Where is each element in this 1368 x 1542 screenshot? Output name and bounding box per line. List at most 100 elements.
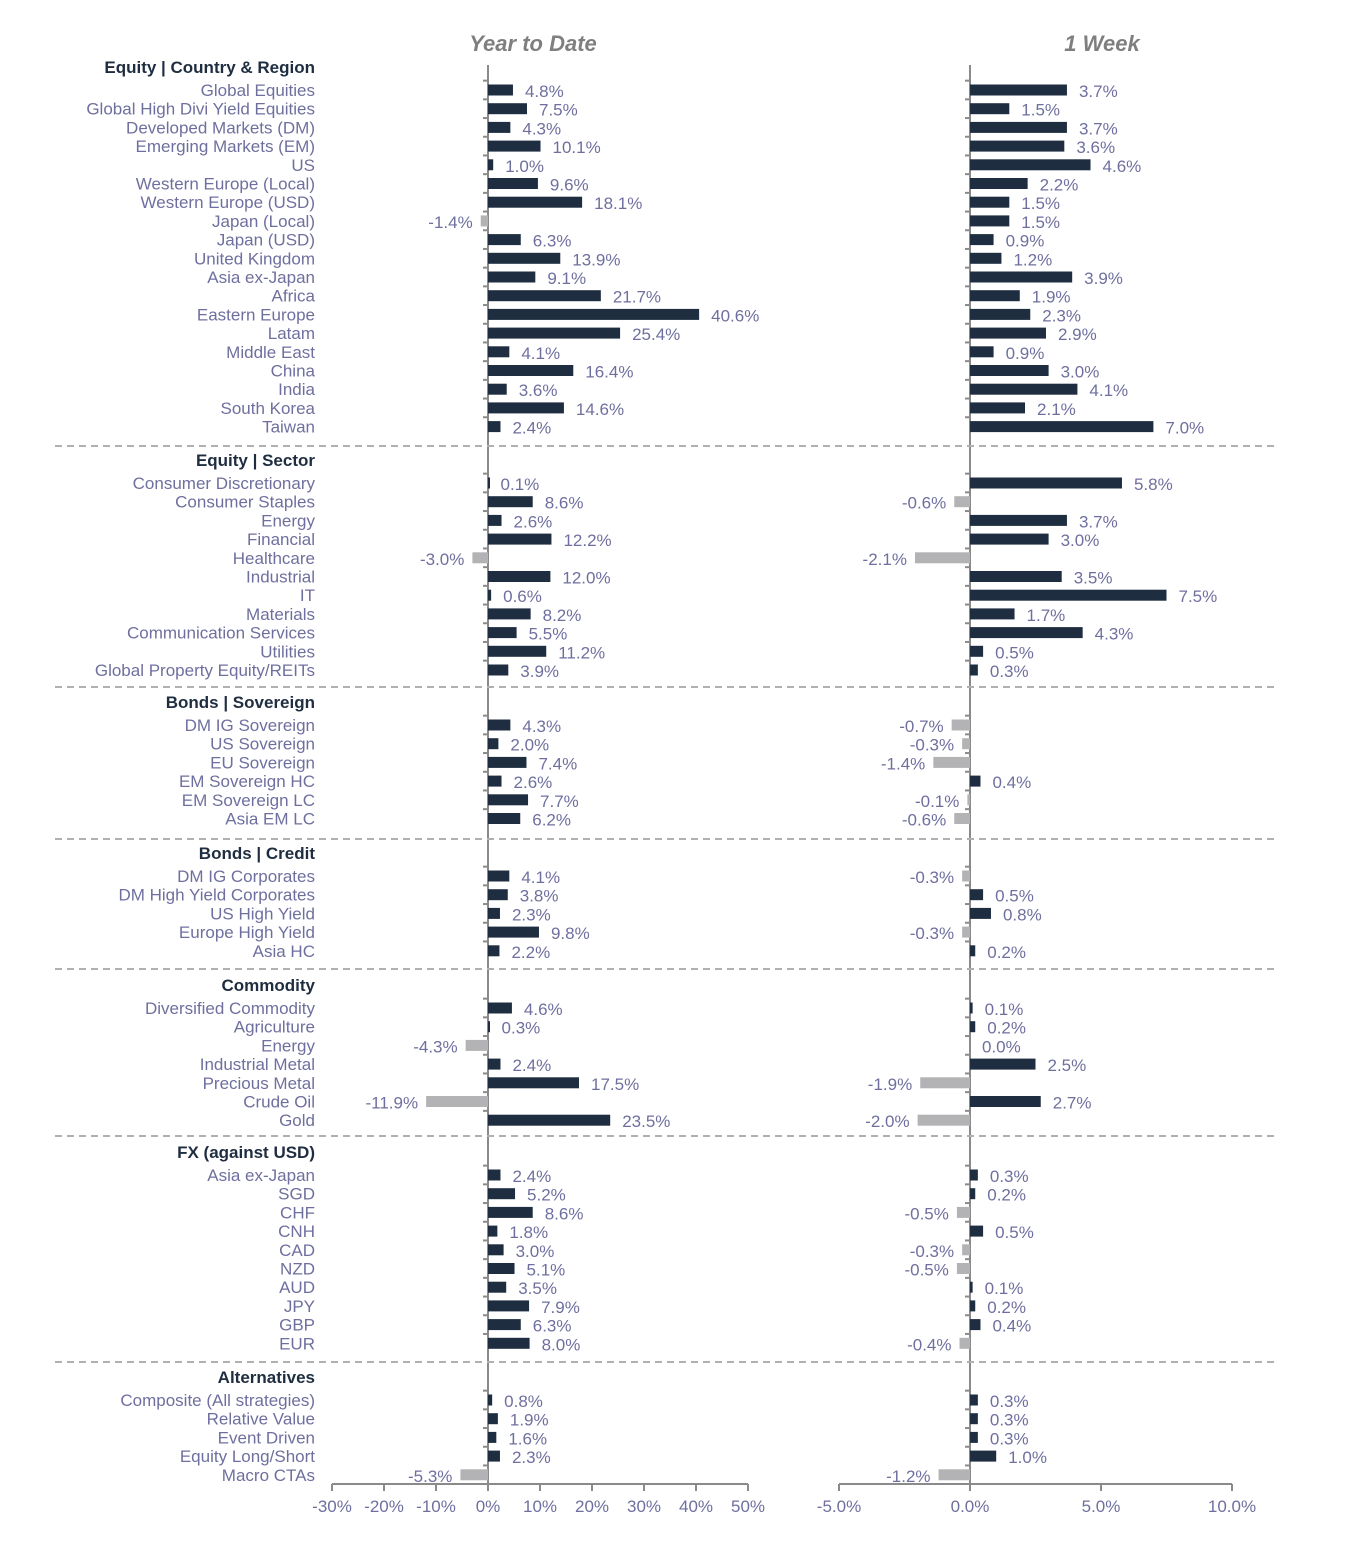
bar-w1 <box>970 327 1046 339</box>
data-label-w1: 1.9% <box>1032 288 1071 307</box>
category-label: CHF <box>280 1203 315 1222</box>
category-label: Global Equities <box>201 81 315 100</box>
bar-ytd <box>472 552 488 564</box>
data-label-w1: -0.6% <box>902 494 946 513</box>
bar-w1 <box>951 719 970 731</box>
section-header: Equity | Sector <box>196 451 315 470</box>
bar-ytd <box>488 608 531 620</box>
bar-ytd <box>488 1002 512 1014</box>
bar-w1 <box>970 1319 981 1331</box>
bar-w1 <box>933 756 970 768</box>
bar-w1 <box>970 645 984 657</box>
data-label-ytd: 2.2% <box>511 943 550 962</box>
data-label-ytd: 0.1% <box>501 475 540 494</box>
category-label: Relative Value <box>207 1410 315 1429</box>
bar-w1 <box>970 252 1002 264</box>
category-label: EM Sovereign LC <box>182 791 315 810</box>
bar-ytd <box>488 889 508 901</box>
section-header: Bonds | Credit <box>199 844 316 863</box>
category-label: GBP <box>279 1316 315 1335</box>
data-label-ytd: 7.9% <box>541 1298 580 1317</box>
data-label-ytd: -5.3% <box>408 1467 452 1486</box>
bar-ytd <box>488 719 511 731</box>
data-label-w1: 0.4% <box>992 1317 1031 1336</box>
data-label-ytd: 1.9% <box>510 1411 549 1430</box>
data-label-w1: -2.0% <box>865 1112 909 1131</box>
data-label-ytd: 2.4% <box>512 1056 551 1075</box>
x-tick-label-ytd: 50% <box>731 1497 765 1516</box>
bar-ytd <box>488 794 529 806</box>
data-label-w1: 1.2% <box>1013 250 1052 269</box>
category-label: Latam <box>268 324 315 343</box>
category-label: Precious Metal <box>203 1074 315 1093</box>
category-label: Eastern Europe <box>197 305 315 324</box>
bar-ytd <box>488 813 521 824</box>
data-label-w1: 3.7% <box>1079 82 1118 101</box>
bar-w1 <box>970 1021 976 1033</box>
x-tick-label-ytd: 40% <box>679 1497 713 1516</box>
bar-w1 <box>954 813 970 824</box>
data-label-ytd: 8.6% <box>545 494 584 513</box>
data-label-w1: 2.5% <box>1048 1056 1087 1075</box>
category-label: DM IG Sovereign <box>185 716 315 735</box>
bar-ytd <box>488 664 509 676</box>
bar-ytd <box>488 365 574 376</box>
bar-w1 <box>914 552 970 564</box>
data-label-ytd: 3.5% <box>518 1279 557 1298</box>
bar-w1 <box>970 1225 984 1237</box>
bar-ytd <box>488 496 533 508</box>
data-label-ytd: 4.6% <box>524 1000 563 1019</box>
bar-ytd <box>488 1413 498 1425</box>
data-label-w1: 7.0% <box>1165 419 1204 438</box>
data-label-w1: 0.8% <box>1003 905 1042 924</box>
category-label: Utilities <box>260 642 315 661</box>
panel-title-w1: 1 Week <box>1064 31 1141 56</box>
data-label-ytd: 7.4% <box>538 754 577 773</box>
bar-w1 <box>970 589 1167 601</box>
category-label: DM High Yield Corporates <box>118 886 315 905</box>
data-label-w1: 5.8% <box>1134 475 1173 494</box>
bar-ytd <box>488 196 583 208</box>
bar-ytd <box>488 1058 501 1070</box>
data-label-w1: -0.5% <box>904 1261 948 1280</box>
bar-ytd <box>480 215 488 227</box>
panel-title-ytd: Year to Date <box>469 31 597 56</box>
bar-ytd <box>488 1300 530 1312</box>
data-label-ytd: 12.2% <box>563 531 611 550</box>
bar-ytd <box>488 1244 504 1256</box>
bar-ytd <box>465 1039 488 1051</box>
bar-ytd <box>460 1469 488 1481</box>
data-label-ytd: 3.6% <box>519 381 558 400</box>
bar-w1 <box>970 178 1028 189</box>
bar-ytd <box>488 756 527 768</box>
bar-ytd <box>488 84 513 96</box>
bar-ytd <box>488 1169 501 1181</box>
data-label-w1: 0.2% <box>987 1186 1026 1205</box>
bar-w1 <box>970 402 1026 414</box>
category-label: Japan (USD) <box>217 231 315 250</box>
data-label-w1: -2.1% <box>863 550 907 569</box>
data-label-w1: 3.0% <box>1061 531 1100 550</box>
bar-ytd <box>488 627 517 639</box>
category-label: Asia ex-Japan <box>207 1166 315 1185</box>
bar-ytd <box>488 1431 497 1443</box>
bar-ytd <box>488 1206 533 1218</box>
data-label-ytd: 2.0% <box>510 736 549 755</box>
bar-w1 <box>970 571 1062 582</box>
bar-ytd <box>488 945 500 957</box>
category-label: DM IG Corporates <box>177 867 315 886</box>
data-label-ytd: 1.0% <box>505 157 544 176</box>
bar-w1 <box>970 627 1083 639</box>
bar-ytd <box>488 533 552 545</box>
bar-ytd <box>488 402 564 414</box>
x-tick-label-ytd: 0% <box>476 1497 501 1516</box>
x-tick-label-w1: -5.0% <box>817 1497 861 1516</box>
category-label: Composite (All strategies) <box>120 1391 315 1410</box>
bar-ytd <box>488 308 700 320</box>
bar-w1 <box>962 926 970 938</box>
data-label-ytd: 9.1% <box>547 269 586 288</box>
category-label: Asia ex-Japan <box>207 268 315 287</box>
bar-ytd <box>488 140 541 152</box>
bar-w1 <box>970 84 1067 96</box>
